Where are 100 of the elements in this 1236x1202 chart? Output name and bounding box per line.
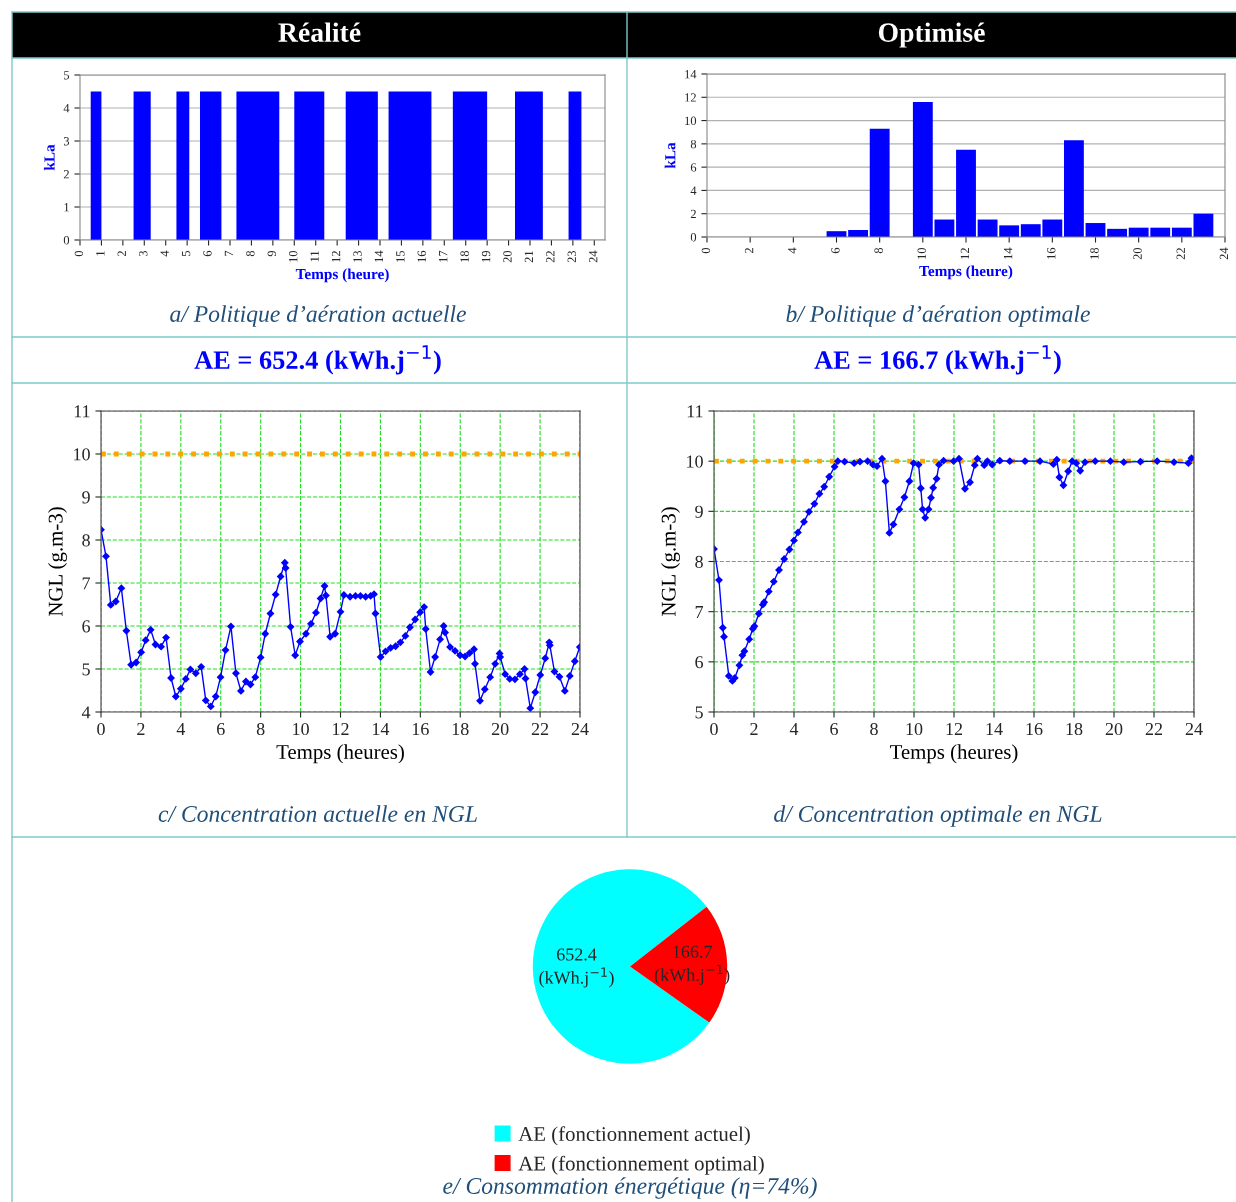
x-tick-label: 18 [1090, 247, 1099, 259]
y-tick-label: 4 [690, 186, 697, 195]
y-tick-label: 6 [82, 620, 91, 633]
pie-slice [630, 906, 728, 1023]
x-tick-label: 18 [1066, 722, 1083, 736]
x-tick-label: 6 [203, 250, 212, 257]
y-tick-label: 0 [690, 233, 697, 242]
y-tick-label: 6 [690, 163, 697, 172]
y-axis-title: NGL (g.m-3) [48, 507, 67, 617]
x-tick-label: 13 [353, 250, 362, 262]
x-tick-label: 22 [546, 251, 555, 263]
x-axis-title: Temps (heure) [295, 268, 389, 283]
text: AE = 652.4 (kWh.j$^{−1}$) [194, 345, 441, 375]
x-tick-label: 10 [288, 250, 298, 262]
x-tick-label: 6 [830, 722, 838, 736]
x-tick-label: 7 [224, 250, 234, 256]
y-tick-label: 9 [695, 505, 703, 518]
x-tick-label: 24 [589, 250, 598, 263]
y-tick-label: 10 [687, 455, 703, 468]
x-tick-label: 16 [1026, 722, 1043, 736]
chart-title: Optimisé [878, 22, 985, 48]
x-tick-label: 6 [831, 247, 840, 254]
x-tick-label: 24 [571, 722, 589, 735]
x-tick-label: 4 [789, 723, 799, 735]
x-tick-label: 4 [788, 247, 797, 254]
x-tick-label: 16 [412, 722, 429, 736]
x-tick-label: 8 [246, 250, 255, 257]
x-axis-title: Temps (heures) [890, 744, 1018, 764]
x-tick-label: 2 [137, 722, 145, 735]
y-tick-label: 1 [64, 203, 69, 212]
x-tick-label: 0 [97, 722, 105, 736]
y-tick-label: 5 [64, 71, 70, 80]
y-tick-label: 14 [685, 70, 697, 79]
x-tick-label: 14 [1003, 247, 1013, 259]
text: b/ Politique d’aération optimale [786, 305, 1090, 327]
x-tick-label: 18 [452, 722, 469, 736]
legend-label: AE (fonctionnement actuel) [518, 1126, 750, 1146]
y-tick-label: 3 [63, 137, 70, 146]
x-tick-label: 15 [396, 250, 405, 262]
y-tick-label: 6 [695, 656, 704, 669]
y-axis-title: NGL (g.m-3) [661, 507, 680, 617]
x-tick-label: 12 [960, 248, 970, 259]
text: AE = 166.7 (kWh.j$^{−1}$) [814, 345, 1061, 375]
x-tick-label: 18 [460, 250, 469, 262]
x-tick-label: 19 [481, 250, 491, 262]
x-tick-label: 16 [417, 250, 426, 262]
x-axis-title: Temps (heures) [276, 744, 404, 764]
y-axis-title: kLa [43, 144, 55, 171]
x-tick-label: 17 [439, 250, 448, 262]
x-tick-label: 20 [491, 722, 509, 736]
x-tick-label: 16 [1047, 247, 1056, 259]
y-tick-label: 4 [81, 706, 91, 719]
y-tick-label: 8 [695, 555, 703, 568]
x-tick-label: 21 [524, 251, 534, 263]
x-tick-label: 23 [567, 250, 576, 263]
y-tick-label: 7 [695, 606, 704, 618]
x-tick-label: 6 [217, 722, 225, 736]
x-tick-label: 2 [750, 722, 758, 735]
y-tick-label: 7 [82, 577, 91, 590]
x-tick-label: 8 [874, 247, 883, 254]
x-tick-label: 14 [372, 723, 390, 735]
bar [956, 149, 976, 237]
x-tick-label: 11 [310, 251, 319, 262]
x-tick-label: 24 [1219, 247, 1229, 260]
x-tick-label: 10 [293, 722, 309, 736]
x-tick-label: 12 [946, 722, 963, 735]
x-tick-label: 8 [256, 722, 265, 736]
x-tick-label: 4 [176, 723, 186, 735]
chart-title: Réalité [278, 22, 361, 42]
text: d/ Concentration optimale en NGL [774, 805, 1102, 827]
y-tick-label: 10 [74, 448, 90, 461]
x-tick-label: 22 [1176, 248, 1185, 260]
text: e/ Consommation énergétique (η=74%) [443, 1177, 817, 1199]
legend-label: AE (fonctionnement optimal) [518, 1155, 764, 1175]
x-tick-label: 8 [870, 722, 878, 736]
x-tick-label: 20 [1105, 722, 1123, 736]
x-tick-label: 12 [333, 722, 349, 735]
text: a/ Politique d’aération actuelle [170, 305, 466, 327]
y-tick-label: 11 [74, 405, 90, 418]
x-tick-label: 24 [1185, 722, 1203, 735]
x-tick-label: 12 [331, 251, 341, 262]
x-tick-label: 10 [917, 247, 926, 259]
x-tick-label: 0 [710, 722, 718, 736]
x-tick-label: 22 [531, 722, 549, 735]
y-tick-label: 10 [685, 116, 697, 126]
x-tick-label: 1 [96, 251, 105, 256]
x-tick-label: 14 [986, 723, 1003, 735]
y-tick-label: 8 [690, 139, 697, 149]
bar [1063, 140, 1084, 237]
y-tick-label: 4 [63, 104, 70, 113]
x-tick-label: 3 [139, 250, 148, 257]
y-tick-label: 2 [63, 170, 69, 179]
y-axis-title: kLa [664, 142, 676, 169]
y-tick-label: 9 [82, 491, 90, 504]
x-tick-label: 5 [181, 250, 191, 256]
bar [869, 128, 890, 237]
y-tick-label: 5 [695, 706, 703, 719]
y-tick-label: 11 [687, 405, 703, 418]
y-tick-label: 0 [63, 236, 70, 245]
x-tick-label: 14 [374, 250, 384, 262]
